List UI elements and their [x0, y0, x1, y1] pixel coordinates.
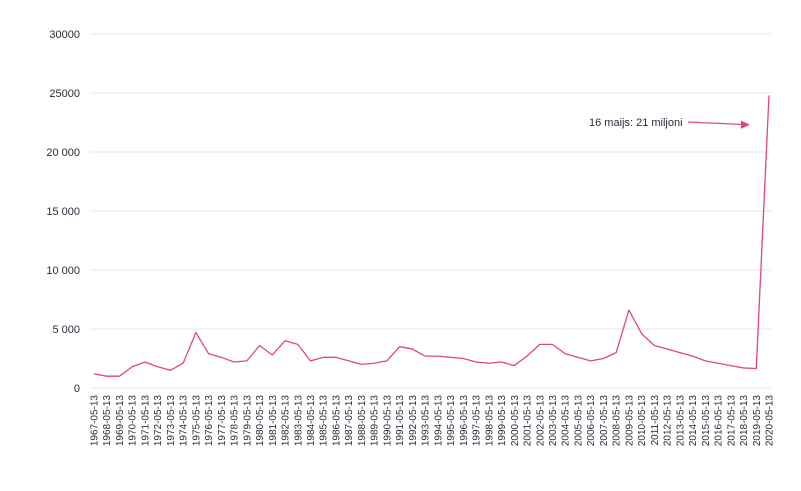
x-tick-label: 2016-05-13 [714, 395, 725, 447]
x-tick-label: 1991-05-13 [395, 395, 406, 447]
x-tick-label: 1996-05-13 [459, 395, 470, 447]
x-tick-label: 1980-05-13 [255, 395, 266, 447]
x-tick-label: 2011-05-13 [650, 395, 661, 446]
x-tick-label: 1976-05-13 [204, 395, 215, 447]
x-tick-label: 2005-05-13 [573, 395, 584, 447]
x-tick-label: 2009-05-13 [624, 395, 635, 447]
x-tick-label: 2003-05-13 [548, 395, 559, 447]
x-tick-label: 2004-05-13 [561, 395, 572, 447]
annotation-arrow-line [687, 121, 745, 126]
x-tick-label: 1985-05-13 [319, 395, 330, 447]
y-tick-label: 30000 [49, 29, 80, 41]
series-line [93, 95, 770, 377]
x-tick-label: 2008-05-13 [612, 395, 623, 447]
x-tick-label: 1981-05-13 [268, 395, 279, 447]
x-tick-label: 1990-05-13 [382, 395, 393, 447]
x-tick-label: 2006-05-13 [586, 395, 597, 447]
x-tick-label: 2017-05-13 [726, 395, 737, 447]
x-tick-label: 1972-05-13 [153, 395, 164, 447]
x-tick-label: 1995-05-13 [446, 395, 457, 447]
x-tick-label: 1997-05-13 [472, 395, 483, 447]
x-tick-label: 1993-05-13 [421, 395, 432, 447]
x-axis-tick-labels: 1967-05-13 1968-05-13 1969-05-13 1970-05-13… [90, 395, 776, 447]
y-tick-label: 20 000 [46, 147, 80, 159]
x-tick-label: 1974-05-13 [179, 395, 190, 447]
x-tick-label: 1975-05-13 [191, 395, 202, 447]
x-tick-label: 2020-05-13 [765, 395, 776, 447]
x-tick-label: 2018-05-13 [739, 395, 750, 447]
x-tick-label: 1984-05-13 [306, 395, 317, 447]
x-tick-label: 2014-05-13 [688, 395, 699, 447]
x-tick-label: 1969-05-13 [115, 395, 126, 447]
annotation-label: 16 maijs: 21 miljoni [589, 117, 683, 129]
x-tick-label: 2010-05-13 [637, 395, 648, 447]
x-tick-label: 1999-05-13 [497, 395, 508, 447]
x-tick-label: 1992-05-13 [408, 395, 419, 447]
x-tick-label: 2013-05-13 [675, 395, 686, 447]
x-tick-label: 1983-05-13 [293, 395, 304, 447]
x-tick-label: 2012-05-13 [663, 395, 674, 447]
y-tick-label: 10 000 [46, 265, 80, 277]
x-tick-label: 1998-05-13 [484, 395, 495, 447]
x-tick-label: 1987-05-13 [344, 395, 355, 447]
x-tick-label: 1986-05-13 [331, 395, 342, 447]
gridlines [90, 33, 771, 389]
y-tick-label: 15 000 [46, 206, 80, 218]
x-tick-label: 1989-05-13 [370, 395, 381, 447]
x-tick-label: 1988-05-13 [357, 395, 368, 447]
x-tick-label: 1977-05-13 [217, 395, 228, 447]
annotation: 16 maijs: 21 miljoni [589, 117, 750, 129]
x-tick-label: 1978-05-13 [230, 395, 241, 447]
x-tick-label: 1979-05-13 [242, 395, 253, 447]
x-tick-label: 1970-05-13 [128, 395, 139, 447]
x-tick-label: 2002-05-13 [535, 395, 546, 447]
x-tick-label: 2015-05-13 [701, 395, 712, 447]
x-tick-label: 1973-05-13 [166, 395, 177, 447]
x-tick-label: 1994-05-13 [433, 395, 444, 447]
x-tick-label: 2019-05-13 [752, 395, 763, 447]
x-tick-label: 1968-05-13 [102, 395, 113, 447]
y-tick-label: 5 000 [52, 324, 80, 336]
x-tick-label: 2000-05-13 [510, 395, 521, 447]
y-tick-label: 25000 [49, 88, 80, 100]
y-tick-label: 0 [74, 383, 80, 395]
x-tick-label: 1971-05-13 [140, 395, 151, 447]
annotation-arrowhead [741, 120, 750, 129]
x-tick-label: 2001-05-13 [523, 395, 534, 447]
x-tick-label: 1967-05-13 [90, 395, 101, 447]
y-axis-tick-labels: 0 5 000 10 000 15 000 20 000 25000 30000 [46, 29, 80, 395]
x-tick-label: 1982-05-13 [281, 395, 292, 447]
x-tick-label: 2007-05-13 [599, 395, 610, 447]
